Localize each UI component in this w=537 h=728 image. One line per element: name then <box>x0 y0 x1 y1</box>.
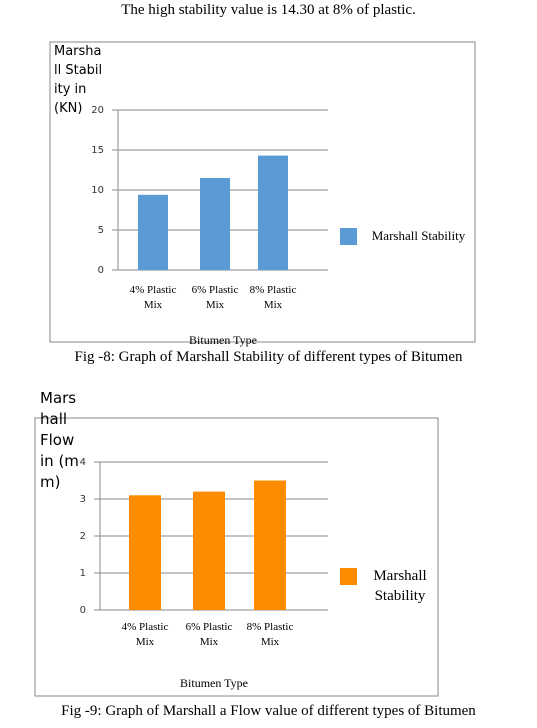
y-axis-title: Marshall Flow in (mm) <box>40 389 79 491</box>
bar <box>193 491 225 610</box>
legend-label: Marshall Stability <box>373 568 427 604</box>
x-axis-title: Bitumen Type <box>189 333 257 347</box>
bar <box>138 194 168 270</box>
y-axis-title: Marshall Stability in (KN) <box>54 44 103 116</box>
legend-label: Marshall Stability <box>371 228 466 243</box>
y-tick-label: 20 <box>91 105 104 116</box>
bar <box>258 155 288 270</box>
x-tick-label: 8% Plastic Mix <box>246 621 294 648</box>
figure-caption: Fig -9: Graph of Marshall a Flow value o… <box>61 703 476 719</box>
x-tick-label: 6% Plastic Mix <box>191 284 239 311</box>
x-tick-label: 4% Plastic Mix <box>129 284 177 311</box>
chart-frame <box>34 417 439 697</box>
y-tick-label: 2 <box>80 531 86 542</box>
legend-swatch <box>340 568 357 585</box>
y-tick-label: 15 <box>91 145 104 156</box>
y-tick-label: 4 <box>80 457 86 468</box>
x-tick-label: 4% Plastic Mix <box>121 621 169 648</box>
y-tick-label: 3 <box>80 494 86 505</box>
y-tick-label: 1 <box>80 568 86 579</box>
x-axis-title: Bitumen Type <box>180 676 248 690</box>
y-tick-label: 10 <box>91 185 104 196</box>
y-tick-label: 5 <box>98 225 104 236</box>
intro-text: The high stability value is 14.30 at 8% … <box>121 2 416 18</box>
bar <box>200 178 230 270</box>
y-tick-label: 0 <box>80 605 86 616</box>
y-tick-label: 0 <box>98 265 104 276</box>
x-tick-label: 8% Plastic Mix <box>249 284 297 311</box>
legend-swatch <box>340 228 357 245</box>
figure-caption: Fig -8: Graph of Marshall Stability of d… <box>74 349 463 365</box>
chart-frame <box>49 41 476 343</box>
bar <box>129 495 161 610</box>
x-tick-label: 6% Plastic Mix <box>185 621 233 648</box>
bar <box>254 480 286 610</box>
